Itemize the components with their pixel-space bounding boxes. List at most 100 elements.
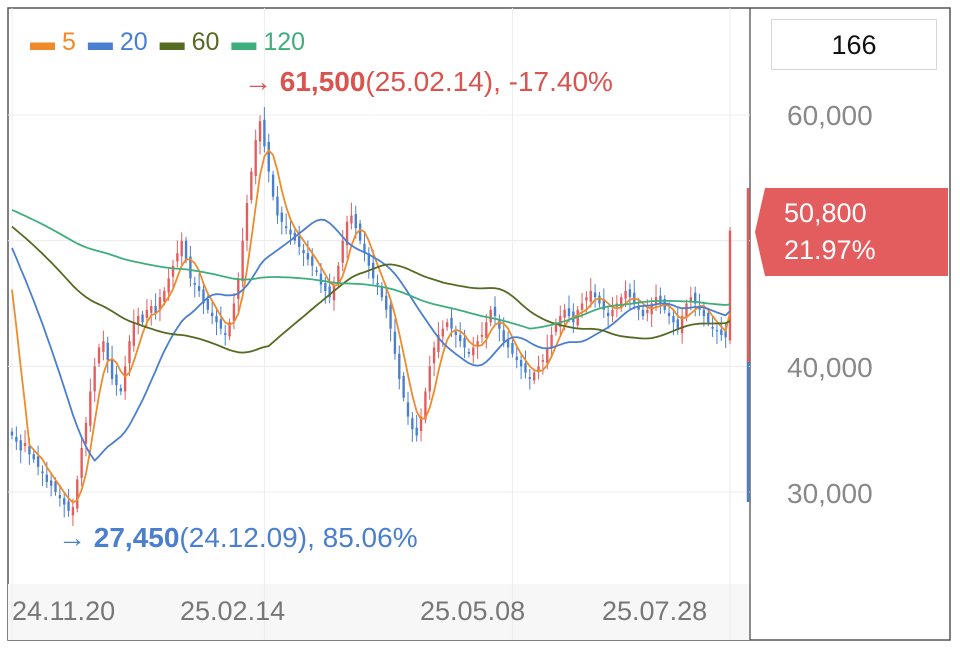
candle-body-93 [415,427,418,436]
candle-5 [32,450,35,464]
candle-body-0 [10,431,14,436]
candle-body-17 [84,422,88,444]
candle-118 [524,350,527,379]
candle-70 [315,266,318,276]
low-annotation: → 27,450(24.12.09), 85.06% [58,522,418,554]
candle-body-67 [302,249,305,254]
candle-body-68 [306,253,310,260]
candle-115 [511,339,514,358]
candle-23 [110,345,114,385]
candle-body-36 [167,278,170,293]
candle-body-75 [337,265,340,285]
candle-body-72 [324,283,327,291]
ma-line-60 [11,225,731,354]
candle-body-12 [63,498,66,505]
candle-37 [171,259,175,290]
candle-body-79 [354,214,357,229]
candle-body-123 [546,347,549,364]
legend-ma120[interactable]: ▬ 120 [231,28,305,56]
candle-27 [128,335,131,377]
candle-165 [728,226,732,345]
candle-body-136 [602,298,605,310]
legend-ma60-label: 60 [191,28,220,56]
current-price: 50,800 [784,198,867,228]
candle-94 [419,408,423,442]
candle-42 [193,276,196,298]
legend-ma60[interactable]: ▬ 60 [160,28,220,56]
candle-158 [698,293,701,316]
candle-body-20 [97,347,101,364]
candle-body-135 [598,295,601,304]
candle-102 [454,325,458,348]
candle-body-81 [363,243,366,254]
candle-161 [711,316,714,337]
candle-body-108 [480,334,484,337]
candle-108 [480,322,484,343]
candle-26 [123,355,127,400]
candle-56 [254,129,257,185]
candle-55 [250,167,253,204]
candle-109 [485,314,488,349]
candle-62 [280,206,283,235]
candle-body-24 [115,374,118,386]
candle-body-162 [715,330,719,332]
candle-93 [415,414,418,442]
candle-133 [589,278,592,308]
candle-114 [506,331,510,359]
period-input[interactable]: 166 [771,19,937,70]
candle-body-91 [406,402,410,417]
candle-body-33 [154,306,157,314]
candle-61 [276,186,279,224]
candle-body-78 [350,215,353,224]
candle-73 [328,273,331,304]
ma-line-5 [11,149,731,504]
candle-body-31 [145,309,149,318]
candle-145 [641,306,645,320]
candle-body-155 [685,303,688,318]
candle-body-50 [228,322,231,337]
candle-97 [432,341,436,377]
candle-body-159 [702,309,706,317]
candle-17 [84,416,88,457]
candle-body-103 [459,334,462,342]
candle-111 [493,296,497,325]
candle-13 [67,488,70,517]
candle-body-27 [128,341,131,364]
candle-body-165 [728,230,732,341]
candle-body-140 [620,297,623,309]
candle-body-39 [180,240,183,257]
candle-body-86 [385,295,388,310]
candle-body-116 [515,356,518,361]
x-tick-25-07-28: 25.07.28 [602,596,708,626]
legend-ma5[interactable]: ▬ 5 [30,28,76,56]
candle-body-153 [676,319,679,329]
candle-54 [245,194,249,252]
candle-60 [271,170,275,201]
candle-66 [298,225,301,256]
candle-91 [406,391,410,425]
candle-6 [36,445,40,476]
candle-body-90 [402,375,405,398]
candle-body-84 [376,282,379,285]
candle-body-45 [206,298,210,310]
ma-line-120 [11,209,731,330]
candle-body-21 [102,341,105,353]
candle-106 [472,336,475,364]
candle-body-118 [524,363,527,373]
legend-ma120-label: 120 [263,28,306,56]
candle-body-34 [158,297,162,311]
candle-122 [541,354,545,375]
candle-128 [567,295,571,323]
candle-body-29 [137,316,140,324]
candle-body-1 [15,436,18,442]
candle-body-98 [437,334,440,353]
legend-ma5-dash-icon: ▬ [30,28,55,56]
candle-11 [58,484,62,507]
candle-body-70 [315,270,318,273]
ma-line-20 [11,218,731,462]
candle-140 [620,293,623,312]
candle-body-66 [298,236,301,247]
candle-body-52 [237,278,240,299]
legend-ma20[interactable]: ▬ 20 [88,28,148,56]
